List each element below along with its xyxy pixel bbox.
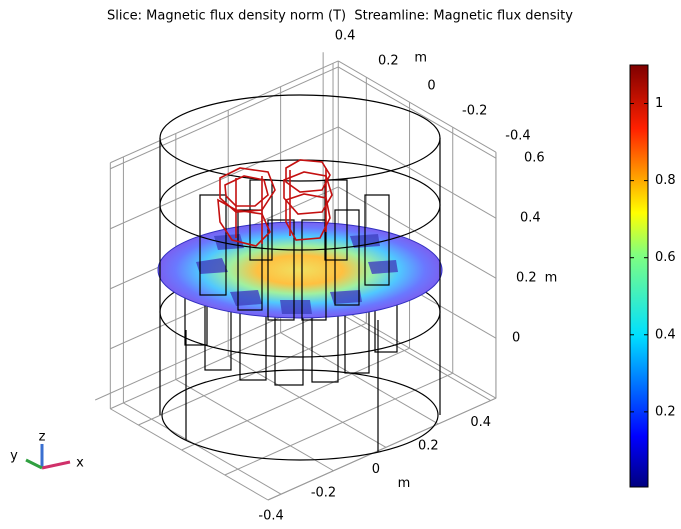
triad-z-label: z [39,430,46,445]
z-tick-label: 0 [512,331,520,346]
y-axis-label: m [414,50,427,65]
x-tick-label: 0.4 [470,415,491,430]
axis-triad: z x y [10,430,84,471]
grid-line [338,127,496,218]
cylinder-edge [160,95,440,181]
colorbar-tick-label: 0.4 [655,327,676,342]
z-tick-label: 0.2 [516,271,537,286]
z-tick-label: 0.6 [524,151,545,166]
colorbar-gradient [630,65,648,487]
y-tick-label: 0.4 [335,29,356,44]
grid-line [333,309,491,400]
colorbar: 0.2 0.4 0.6 0.8 1 [630,65,676,487]
colorbar-tick-label: 0.6 [655,250,676,265]
grid-line [225,373,453,475]
grid-line [182,348,410,450]
x-tick-label: 0.2 [418,438,439,453]
grid-line [281,333,439,424]
colorbar-tick-label: 0.8 [655,173,676,188]
box-edge [110,61,338,163]
grid-line [138,323,366,425]
triad-y-arrow [26,460,42,468]
x-tick-label: -0.2 [311,485,336,500]
x-axis-label: m [398,476,411,491]
colorbar-tick-label: 0.2 [655,404,676,419]
colorbar-tick-label: 1 [655,96,663,111]
y-tick-label: 0 [427,79,435,94]
y-tick-label: 0.2 [378,54,399,69]
y-tick-label: -0.4 [505,129,530,144]
scene [158,95,442,460]
chart-title: Slice: Magnetic flux density norm (T) St… [107,9,573,24]
grid-line [110,67,338,169]
z-tick-label: 0.4 [520,211,541,226]
chart: Slice: Magnetic flux density norm (T) St… [0,0,681,529]
triad-x-label: x [76,456,84,471]
cylinder-edge [162,370,438,460]
x-tick-label: -0.4 [258,509,283,524]
triad-y-label: y [10,449,18,464]
triad-x-arrow [42,462,70,468]
grid-line [268,398,496,500]
y-tick-label: -0.2 [462,104,487,119]
z-axis-label: m [545,271,558,286]
box-edge [110,307,338,409]
x-tick-label: 0 [372,462,380,477]
